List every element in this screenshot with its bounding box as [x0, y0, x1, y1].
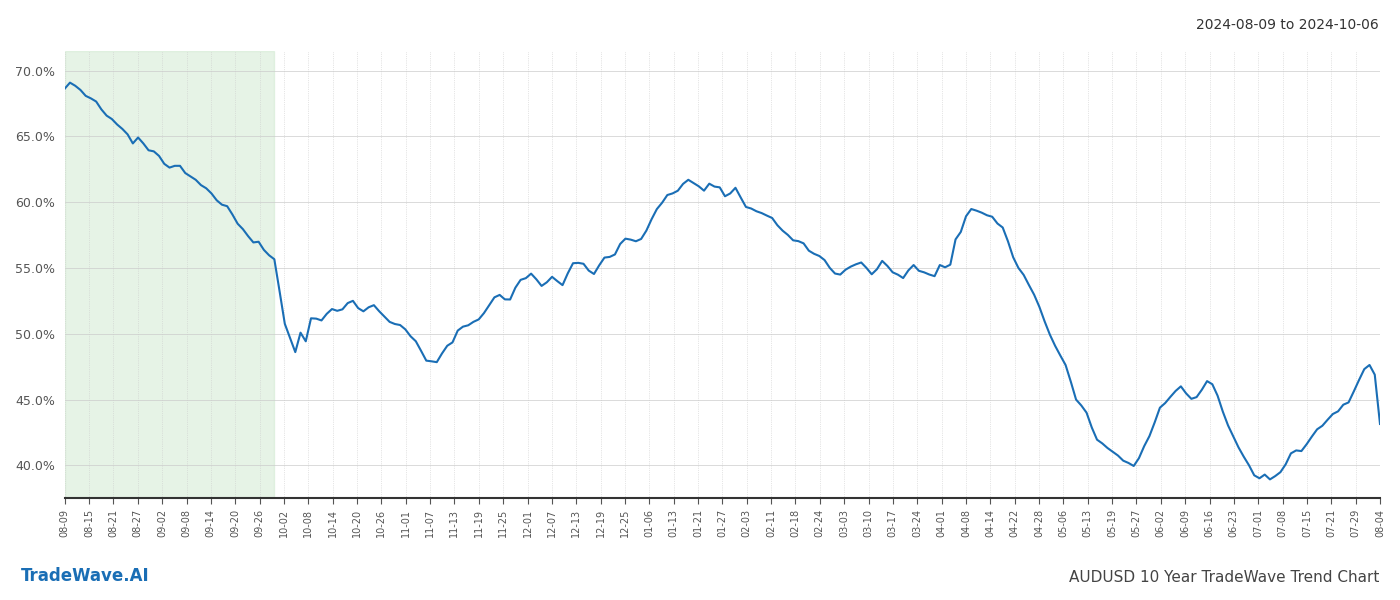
Text: 2024-08-09 to 2024-10-06: 2024-08-09 to 2024-10-06 [1196, 18, 1379, 32]
Text: TradeWave.AI: TradeWave.AI [21, 567, 150, 585]
Bar [64, 51, 274, 498]
Text: AUDUSD 10 Year TradeWave Trend Chart: AUDUSD 10 Year TradeWave Trend Chart [1068, 570, 1379, 585]
